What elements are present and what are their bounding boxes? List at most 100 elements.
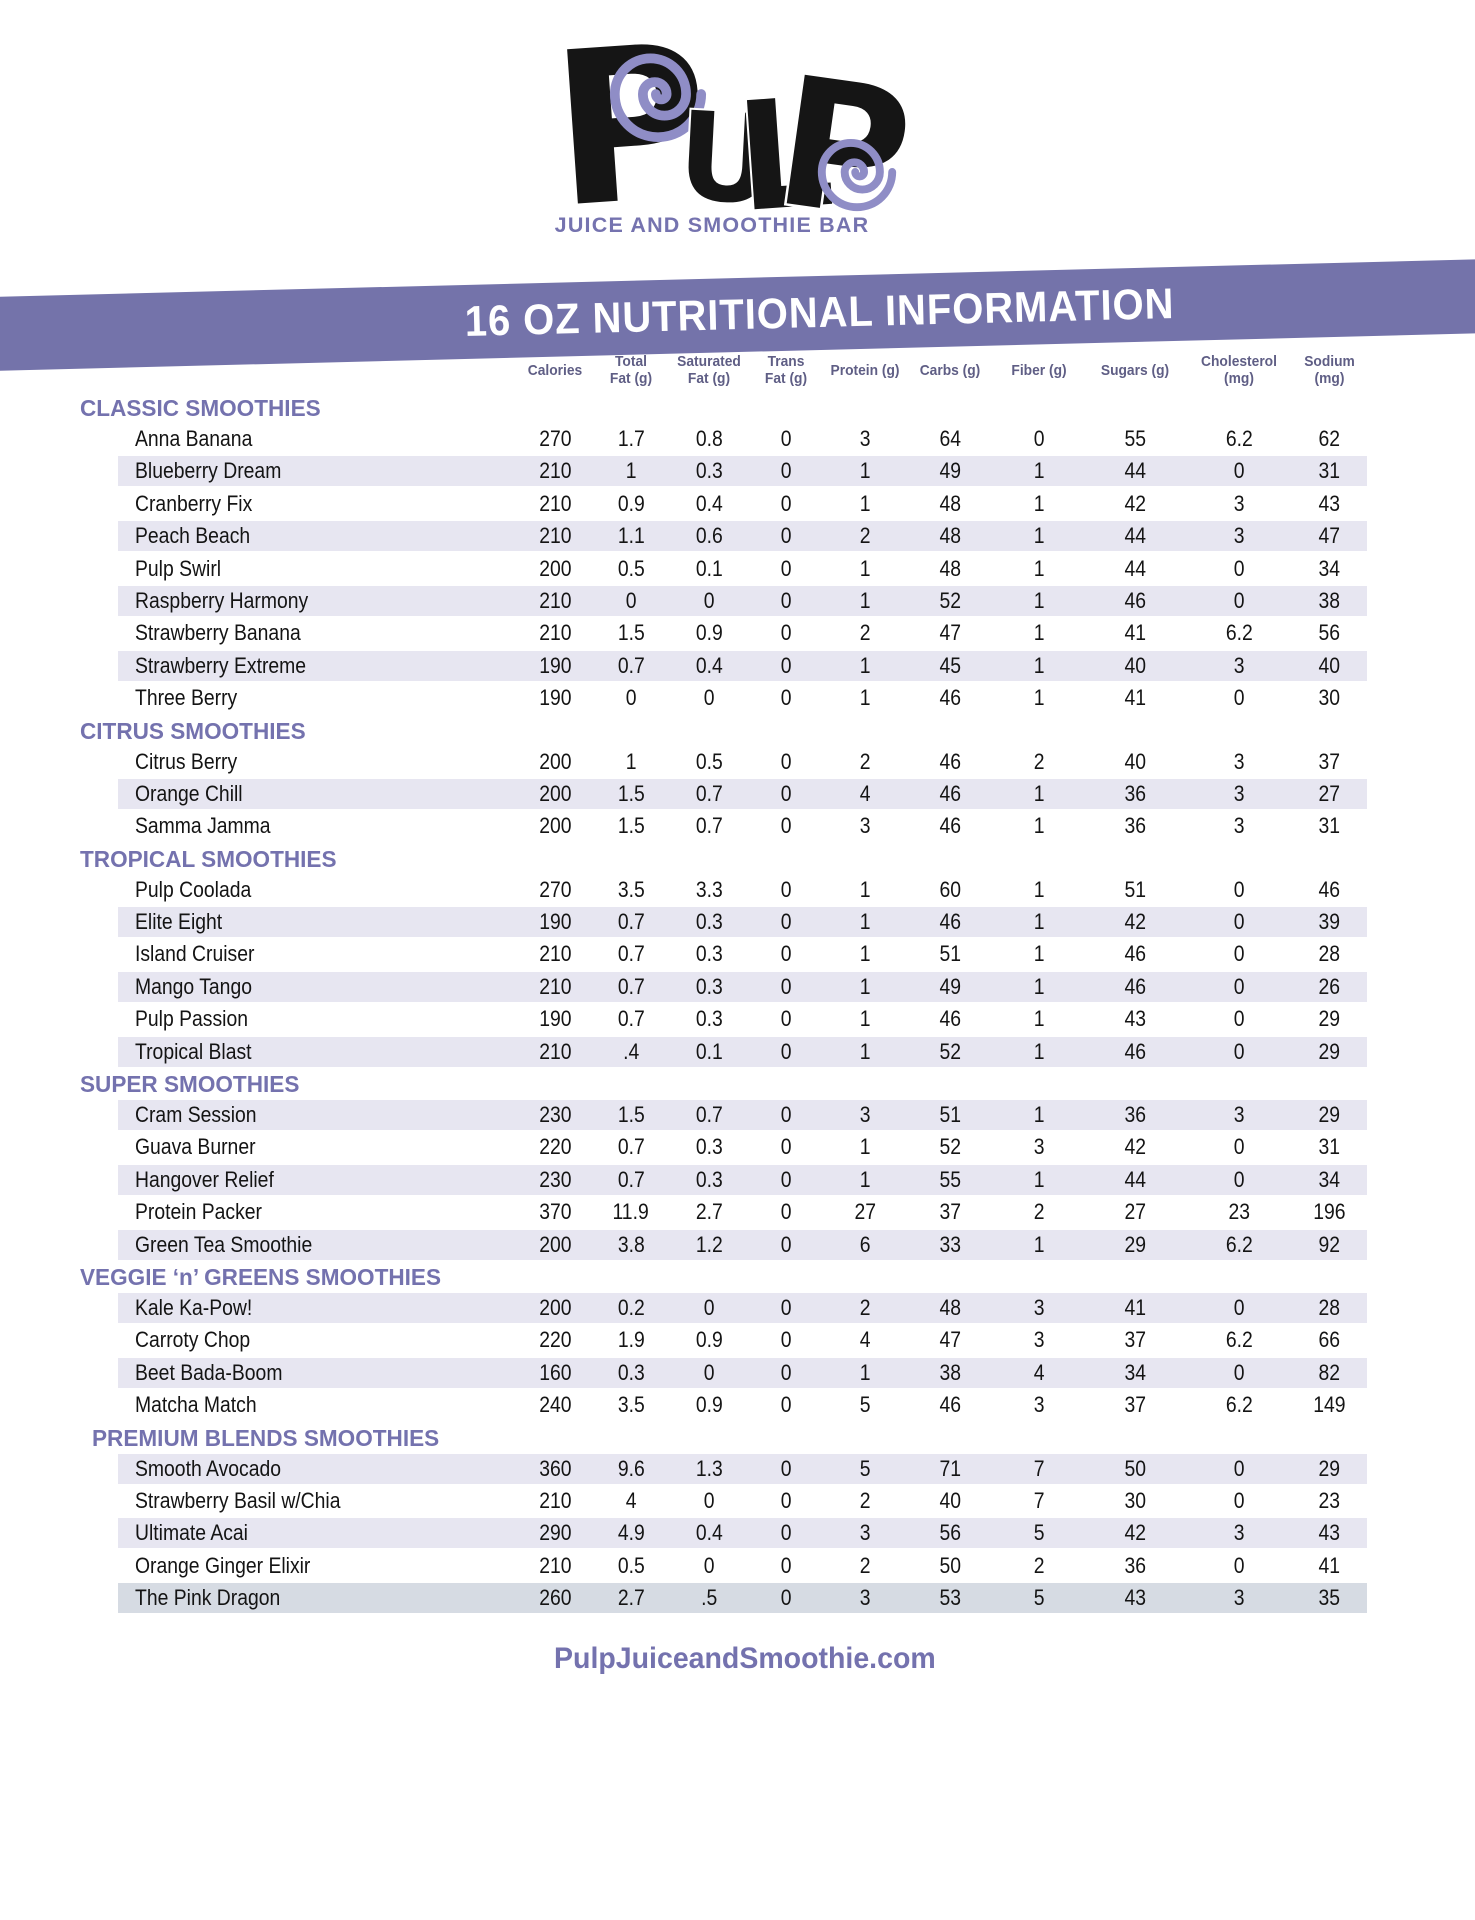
cell-calories: 270 [538,876,572,902]
cell-trans: 0 [780,490,792,516]
cell-sugars-g: 46 [1124,941,1146,967]
table-row: Tropical Blast 210 .4 0.1 0 1 52 1 46 0 29 [118,1036,1367,1067]
cell-trans: 0 [780,973,792,999]
cell-cholesterol: 0 [1233,1134,1245,1160]
table-row: Guava Burner 220 0.7 0.3 0 1 52 3 42 0 31 [118,1132,1367,1162]
cell-total: 0.5 [617,1552,645,1578]
cell-trans: 0 [780,685,792,711]
cell-saturated: 0.3 [695,1134,723,1160]
cell-fiber-g: 4 [1033,1359,1045,1385]
cell-fiber-g: 1 [1033,1006,1045,1032]
cell-sodium: 27 [1318,780,1341,806]
cell-total: 1.5 [617,780,645,806]
cell-protein-g: 3 [859,426,871,451]
cell-sugars-g: 40 [1124,652,1146,678]
cell-total: 1.5 [617,620,645,646]
table-row: Protein Packer 370 11.9 2.7 0 27 37 2 27 23 196 [118,1197,1367,1227]
cell-sugars-g: 44 [1124,523,1146,549]
cell-fiber-g: 1 [1033,587,1045,613]
cell-cholesterol: 0 [1233,1552,1245,1578]
cell-total: 1.5 [617,813,645,839]
cell-calories: 370 [538,1199,572,1225]
cell-fiber-g: 1 [1033,1102,1045,1128]
cell-sugars-g: 41 [1124,620,1146,646]
item-name: Carroty Chop [135,1327,251,1353]
item-name: Elite Eight [135,909,223,935]
cell-carbs-g: 47 [939,1327,961,1353]
website-link[interactable]: PulpJuiceandSmoothie.com [553,1642,936,1675]
cell-calories: 200 [538,748,572,774]
cell-calories: 210 [538,620,572,646]
logo-tagline: JUICE AND SMOOTHIE BAR [554,213,870,237]
cell-protein-g: 1 [859,876,871,902]
cell-saturated: 0 [703,1359,715,1385]
cell-total: 9.6 [617,1455,645,1481]
cell-fiber-g: 1 [1033,909,1045,935]
cell-sodium: 34 [1318,1166,1341,1192]
cell-calories: 270 [538,426,572,451]
cell-saturated: 0.9 [695,1392,723,1418]
cell-sugars-g: 34 [1124,1359,1146,1385]
table-row: Cram Session 230 1.5 0.7 0 3 51 1 36 3 29 [118,1100,1367,1131]
cell-saturated: 0 [703,1294,715,1320]
item-name: Raspberry Harmony [135,587,309,613]
cell-sugars-g: 29 [1124,1231,1146,1257]
cell-calories: 210 [538,523,572,549]
item-name: Guava Burner [135,1134,256,1160]
cell-saturated: 0.8 [695,426,723,451]
cell-saturated: 0.6 [695,523,723,549]
cell-saturated: 0.9 [695,1327,723,1353]
cell-calories: 210 [538,973,572,999]
cell-total: 0.9 [617,490,645,516]
section-title: VEGGIE ‘n’ GREENS SMOOTHIES [80,1263,442,1290]
cell-protein-g: 4 [859,1327,871,1353]
cell-calories: 200 [538,555,572,581]
cell-calories: 200 [538,1231,572,1257]
cell-calories: 190 [538,652,572,678]
section-title: CITRUS SMOOTHIES [80,717,306,744]
cell-protein-g: 1 [859,490,871,516]
cell-total: 0 [625,587,637,613]
column-header-saturated: Saturated Fat (g) [677,353,741,387]
cell-cholesterol: 6.2 [1225,620,1253,646]
cell-fiber-g: 1 [1033,652,1045,678]
cell-trans: 0 [780,1294,792,1320]
cell-total: 0.7 [617,652,645,678]
cell-sodium: 35 [1318,1585,1341,1611]
cell-fiber-g: 1 [1033,685,1045,711]
table-row: Orange Ginger Elixir 210 0.5 0 0 2 50 2 36 0 41 [118,1551,1367,1581]
cell-total: 4.9 [617,1520,645,1546]
cell-calories: 360 [538,1455,572,1481]
menu-section: SUPER SMOOTHIES Cram Session 230 1.5 0.7 0 3 51… [80,1069,1367,1260]
cell-saturated: 0.3 [695,909,723,935]
menu-section: CLASSIC SMOOTHIES Anna Banana 270 1.7 0.8 0 3 6… [80,393,1367,713]
table-row: Cranberry Fix 210 0.9 0.4 0 1 48 1 42 3 43 [118,489,1367,519]
cell-total: 1.5 [617,1102,645,1128]
cell-sugars-g: 55 [1124,426,1146,451]
item-name: Beet Bada-Boom [135,1359,283,1385]
cell-carbs-g: 52 [939,587,961,613]
section-title: TROPICAL SMOOTHIES [80,845,337,872]
cell-carbs-g: 47 [939,620,961,646]
cell-total: 0.5 [617,555,645,581]
cell-cholesterol: 6.2 [1225,426,1253,451]
cell-cholesterol: 0 [1233,587,1245,613]
cell-sugars-g: 51 [1124,876,1146,902]
cell-saturated: 0.4 [695,1520,723,1546]
table-row: Beet Bada-Boom 160 0.3 0 0 1 38 4 34 0 82 [118,1357,1367,1388]
cell-cholesterol: 0 [1233,876,1245,902]
cell-fiber-g: 1 [1033,458,1045,484]
column-header-calories: Calories [527,361,583,379]
item-name: Pulp Swirl [135,555,222,581]
column-header-sodium: Sodium (mg) [1304,353,1355,387]
item-name: Samma Jamma [135,813,271,839]
cell-cholesterol: 0 [1233,685,1245,711]
cell-sodium: 29 [1318,1455,1341,1481]
cell-protein-g: 1 [859,685,871,711]
cell-carbs-g: 53 [939,1585,961,1611]
cell-carbs-g: 48 [939,523,961,549]
item-name: Kale Ka-Pow! [135,1294,253,1320]
table-row: Pulp Swirl 200 0.5 0.1 0 1 48 1 44 0 34 [118,554,1367,584]
cell-saturated: 0.3 [695,458,723,484]
cell-sodium: 29 [1318,1102,1341,1128]
